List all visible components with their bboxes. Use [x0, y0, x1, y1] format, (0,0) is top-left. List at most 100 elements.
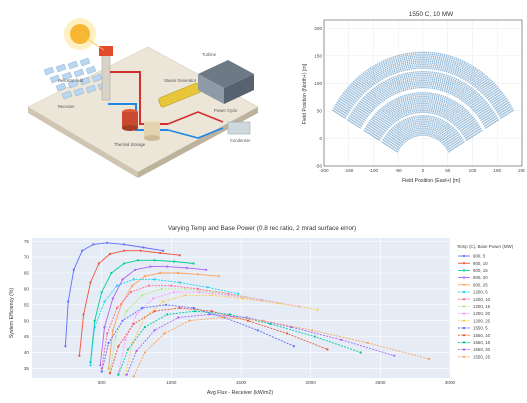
heliostat-point — [427, 62, 429, 64]
heliostat-point — [449, 63, 452, 65]
heliostat-point — [419, 102, 421, 105]
heliostat-point — [359, 124, 361, 126]
heliostat-point — [427, 95, 429, 98]
heliostat-point — [367, 92, 369, 95]
heliostat-point — [469, 113, 471, 115]
heliostat-point — [362, 77, 364, 79]
heliostat-point — [461, 87, 463, 89]
heliostat-point — [486, 97, 488, 99]
heliostat-point — [398, 128, 400, 131]
heliostat-point — [406, 106, 409, 109]
efficiency-y-tick: 35 — [24, 366, 30, 371]
heliostat-point — [448, 142, 451, 145]
heliostat-point — [402, 97, 405, 99]
heliostat-point — [376, 114, 378, 116]
heliostat-point — [406, 72, 409, 74]
heliostat-point — [463, 117, 466, 119]
heliostat-point — [466, 78, 468, 80]
heliostat-point — [431, 96, 434, 98]
heliostat-point — [404, 62, 407, 64]
heliostat-point — [388, 114, 390, 117]
heliostat-point — [454, 133, 456, 136]
heliostat-point — [366, 97, 369, 100]
heliostat-point — [371, 95, 373, 98]
heliostat-point — [450, 59, 453, 62]
heliostat-point — [431, 67, 434, 70]
heliostat-point — [487, 106, 490, 109]
heliostat-point — [410, 105, 413, 108]
heliostat-point — [446, 118, 449, 121]
heliostat-point — [344, 93, 346, 95]
series-point — [184, 294, 187, 297]
heliostat-point — [487, 86, 489, 88]
heliostat-point — [466, 97, 469, 99]
heliostat-point — [454, 70, 457, 72]
heliostat-point — [376, 69, 378, 71]
heliostat-point — [356, 80, 358, 82]
heliostat-point — [446, 97, 449, 99]
heliostat-point — [412, 116, 415, 118]
heliostat-point — [345, 96, 348, 99]
heliostat-point — [393, 61, 395, 64]
heliostat-point — [461, 142, 464, 144]
heliostat-point — [400, 64, 403, 67]
heliostat-point — [427, 58, 429, 61]
heliostat-point — [349, 94, 352, 96]
heliostat-point — [456, 106, 459, 109]
heliostat-point — [464, 134, 467, 137]
heliostat-point — [500, 90, 502, 93]
heliostat-point — [490, 84, 492, 86]
heliostat-point — [422, 74, 424, 76]
heliostat-point — [442, 59, 445, 61]
heliostat-point — [452, 137, 455, 139]
series-point — [326, 348, 329, 351]
heliostat-point — [494, 97, 497, 99]
heliostat-point — [363, 116, 366, 119]
heliostat-point — [375, 129, 377, 131]
heliostat-point — [445, 139, 448, 141]
heliostat-point — [357, 123, 360, 125]
efficiency-y-tick: 75 — [24, 239, 30, 244]
heliostat-point — [377, 72, 379, 75]
heliostat-point — [415, 58, 417, 61]
heliostat-point — [445, 91, 448, 93]
heliostat-point — [417, 122, 419, 124]
heliostat-point — [422, 92, 424, 94]
heliostat-point — [469, 103, 471, 106]
heliostat-point — [396, 105, 398, 108]
condenser-icon — [227, 121, 251, 135]
heliostat-point — [375, 132, 377, 134]
heliostat-point — [386, 118, 389, 120]
heliostat-point — [358, 92, 360, 94]
heliostat-point — [419, 71, 421, 73]
series-point — [111, 329, 114, 332]
heliostat-point — [416, 110, 418, 112]
efficiency-series — [64, 241, 431, 378]
heliostat-point — [499, 104, 502, 106]
heliostat-point — [383, 65, 386, 67]
heliostat-point — [340, 96, 342, 98]
heliostat-point — [370, 92, 372, 94]
heliostat-point — [421, 120, 423, 122]
heliostat-point — [355, 85, 358, 87]
heliostat-point — [455, 57, 458, 60]
heliostat-point — [487, 96, 490, 98]
heliostat-point — [440, 137, 443, 139]
heliostat-point — [395, 59, 398, 61]
heliostat-point — [402, 112, 404, 114]
heliostat-point — [457, 111, 459, 113]
heliostat-point — [436, 65, 439, 67]
heliostat-point — [392, 76, 395, 79]
heliostat-point — [431, 103, 433, 105]
heliostat-point — [391, 129, 394, 132]
heliostat-point — [477, 92, 479, 95]
heliostat-point — [369, 97, 372, 99]
heliostat-point — [466, 68, 468, 70]
heliostat-point — [420, 108, 422, 110]
heliostat-point — [387, 124, 390, 126]
heliostat-point — [379, 108, 382, 111]
heliostat-point — [469, 64, 471, 66]
heliostat-point — [449, 136, 452, 138]
heliostat-point — [388, 110, 391, 112]
heliostat-point — [391, 116, 394, 119]
